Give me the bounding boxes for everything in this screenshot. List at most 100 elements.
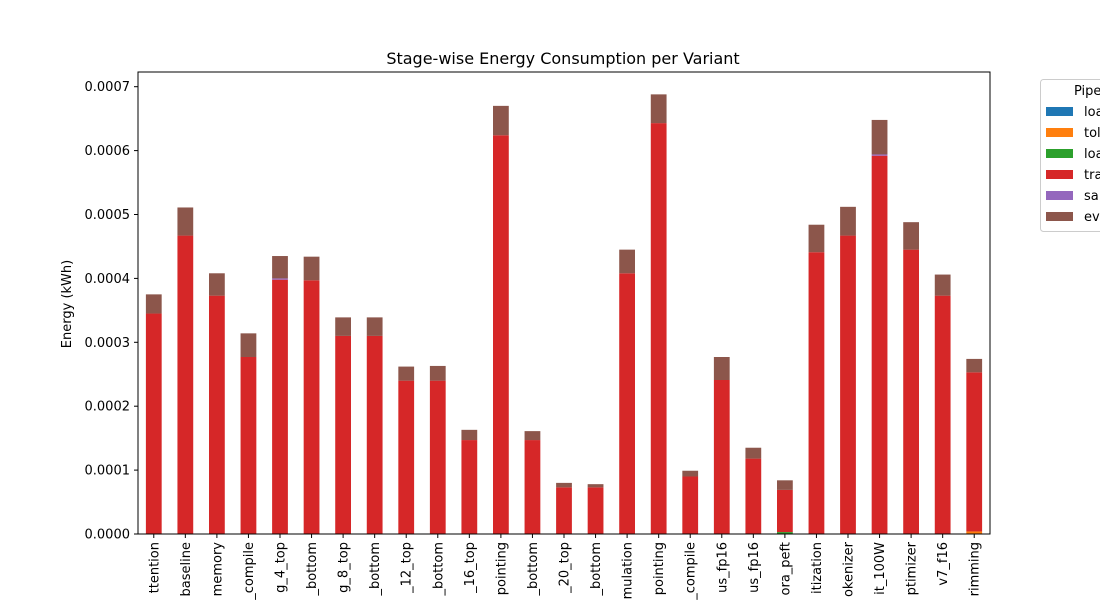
bar-segment <box>966 358 983 373</box>
bar-segment <box>272 278 288 280</box>
bar-segment <box>303 256 320 281</box>
bar-segment <box>713 357 730 380</box>
bar-segment <box>650 123 667 535</box>
bar-segment <box>461 440 478 534</box>
bar-segment <box>871 154 888 156</box>
bar-segment <box>934 295 951 534</box>
bar-segment <box>303 280 320 534</box>
bar-segment <box>335 317 351 336</box>
legend-swatch <box>1046 191 1073 200</box>
bar-segment <box>587 487 604 534</box>
bar-segment <box>366 335 383 534</box>
y-tick-label: 0.0004 <box>85 272 131 287</box>
legend-entry: sa <box>1084 189 1099 204</box>
bar-segment <box>524 431 541 441</box>
x-tick-label: _compile <box>242 542 257 600</box>
x-tick-label: ptimizer <box>905 541 920 595</box>
bar-segment <box>556 487 572 534</box>
bar-segment <box>682 476 699 534</box>
legend-entry: tol <box>1084 126 1100 141</box>
bar-segment <box>272 279 288 534</box>
bar-segment <box>871 155 888 534</box>
bar-segment <box>871 119 888 155</box>
bar-segment <box>240 357 257 534</box>
x-tick-label: okenizer <box>842 541 857 597</box>
bar-segment <box>366 317 383 336</box>
legend-entry: loa <box>1084 105 1100 120</box>
legend-swatch <box>1046 107 1073 116</box>
bar-segment <box>429 365 446 381</box>
bar-segment <box>587 484 604 488</box>
bar-segment <box>524 440 541 534</box>
x-tick-label: us_fp16 <box>715 542 730 593</box>
bar-segment <box>808 252 825 534</box>
x-tick-label: _12_top <box>400 542 415 594</box>
x-tick-label: itization <box>810 542 825 594</box>
bar-segment <box>840 206 856 236</box>
bar-segment <box>177 235 194 534</box>
y-tick-label: 0.0002 <box>85 400 131 415</box>
bar-segment <box>619 273 635 534</box>
legend-title: Pipe <box>1074 84 1100 99</box>
x-tick-label: pointing <box>652 542 667 595</box>
x-tick-label: us_fp16 <box>747 542 762 593</box>
bar-segment <box>808 224 825 253</box>
x-tick-label: _bottom <box>368 542 383 597</box>
bar-segment <box>619 249 635 274</box>
bar-segment <box>177 207 194 236</box>
bar-segment <box>745 447 762 459</box>
x-tick-label: _bottom <box>431 542 446 597</box>
chart-title: Stage-wise Energy Consumption per Varian… <box>386 49 739 68</box>
bar-segment <box>209 273 225 296</box>
bar-segment <box>745 458 762 534</box>
legend: Pipe loa tol loa tra sa ev <box>1040 79 1100 232</box>
plot-area: 0.0000 0.0001 0.0002 0.0003 0.0004 0.0005 0.00… <box>85 71 991 600</box>
y-axis-label: Energy (kWh) <box>60 260 75 348</box>
x-tick-label: _bottom <box>305 542 320 597</box>
bar-segment <box>840 235 856 534</box>
x-tick-label: _20_top <box>558 542 573 594</box>
x-tick-label: ora_peft <box>778 542 793 595</box>
x-tick-label: ttention <box>147 542 162 593</box>
bar-segment <box>777 532 793 534</box>
bar-segment <box>966 531 983 534</box>
x-tick-label: _bottom <box>526 542 541 597</box>
bar-segment <box>966 372 983 532</box>
plot-frame <box>137 71 991 535</box>
x-tick-label: _compile <box>684 542 699 600</box>
bar-segment <box>209 295 225 534</box>
legend-swatch <box>1046 128 1073 137</box>
x-tick-label: mulation <box>621 542 636 599</box>
bar-segment <box>398 366 415 381</box>
bar-segment <box>461 429 478 441</box>
y-tick-label: 0.0005 <box>85 208 131 223</box>
bar-segment <box>398 380 415 534</box>
legend-entry: ev <box>1084 210 1100 225</box>
y-tick-label: 0.0000 <box>85 528 131 543</box>
x-tick-label: _16_top <box>463 542 478 594</box>
x-tick-label: g_4_top <box>274 542 289 593</box>
legend-entry: tra <box>1084 168 1100 183</box>
x-tick-label: baseline <box>179 542 194 596</box>
bar-segment <box>777 489 793 533</box>
bar-segment <box>145 313 162 534</box>
legend-swatch <box>1046 170 1073 179</box>
bar-segment <box>713 380 730 534</box>
bar-segment <box>650 94 667 124</box>
y-tick-label: 0.0007 <box>85 80 131 95</box>
legend-swatch <box>1046 149 1073 158</box>
legend-entry: loa <box>1084 147 1100 162</box>
bar-segment <box>903 222 919 250</box>
bar-segment <box>903 249 919 534</box>
bar-segment <box>493 105 509 136</box>
legend-swatch <box>1046 212 1073 221</box>
x-tick-label: _bottom <box>589 542 604 597</box>
bar-segment <box>493 135 509 534</box>
x-tick-label: rimming <box>968 542 983 596</box>
y-tick-label: 0.0003 <box>85 336 131 351</box>
x-tick-label: g_8_top <box>337 542 352 593</box>
bar-segment <box>429 380 446 534</box>
x-tick-label: it_100W <box>873 542 888 595</box>
bar-segment <box>145 294 162 314</box>
